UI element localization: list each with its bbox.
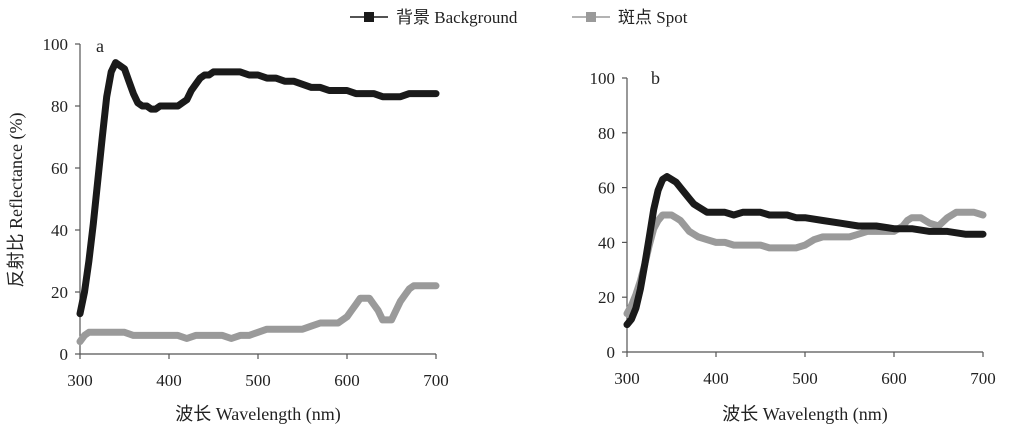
- panel-b-label: b: [651, 68, 660, 88]
- panel-a-series-spot-line: [76, 282, 440, 346]
- panel-a-y-tick-label-40: 40: [51, 221, 68, 240]
- panel-b-x-axis-title: 波长 Wavelength (nm): [722, 404, 888, 425]
- panel-b-series-spot-line: [623, 208, 987, 318]
- legend-background-label: 背景 Background: [396, 8, 518, 27]
- panel-a-y-tick-label-20: 20: [51, 283, 68, 302]
- legend-background-marker: [364, 12, 374, 22]
- panel-b-y-tick-label-80: 80: [598, 124, 615, 143]
- panel-b-x-tick-label-700: 700: [970, 369, 996, 388]
- panel-a-x-ticks: 300 400 500 600 700: [67, 354, 449, 390]
- panel-a-label: a: [96, 36, 104, 56]
- panel-b-x-ticks: 300 400 500 600 700: [614, 352, 996, 388]
- panel-b-series: [623, 173, 987, 329]
- panel-b-y-tick-label-60: 60: [598, 179, 615, 198]
- panel-a-x-axis-title: 波长 Wavelength (nm): [175, 404, 341, 425]
- panel-b-y-tick-label-40: 40: [598, 233, 615, 252]
- panel-b-x-tick-label-600: 600: [881, 369, 907, 388]
- panel-b-x-tick-label-400: 400: [703, 369, 729, 388]
- panel-a-series-background-line: [76, 59, 440, 318]
- panel-b-x-tick-label-300: 300: [614, 369, 640, 388]
- legend: 背景 Background 斑点 Spot: [350, 8, 688, 27]
- panel-a-x-tick-label-300: 300: [67, 371, 93, 390]
- panel-a-x-tick-label-700: 700: [423, 371, 449, 390]
- panel-a-y-tick-label-60: 60: [51, 159, 68, 178]
- panel-b-y-tick-label-100: 100: [590, 69, 616, 88]
- panel-b-series-background-line: [623, 173, 987, 329]
- panel-b-y-ticks: 0 20 40 60 80 100: [590, 69, 627, 362]
- panel-a-y-tick-label-0: 0: [60, 345, 69, 364]
- panel-a-x-tick-label-400: 400: [156, 371, 182, 390]
- panel-a-y-tick-label-100: 100: [43, 35, 69, 54]
- y-axis-title: 反射比 Reflectance (%): [6, 113, 27, 288]
- panel-a-x-tick-label-600: 600: [334, 371, 360, 390]
- legend-spot-label: 斑点 Spot: [618, 8, 688, 27]
- panel-a-y-tick-label-80: 80: [51, 97, 68, 116]
- panel-a-y-ticks: 0 20 40 60 80 100: [43, 35, 80, 364]
- panel-a-series: [76, 59, 440, 346]
- panel-b-y-tick-label-20: 20: [598, 288, 615, 307]
- panel-b-x-tick-label-500: 500: [792, 369, 818, 388]
- panel-a: a 波长 Wavelength (nm) 0 20 40 60 80 100 300 400…: [43, 35, 449, 425]
- panel-b: b 波长 Wavelength (nm) 0 20 40 60 80 100 300 400…: [590, 68, 996, 425]
- panel-a-x-tick-label-500: 500: [245, 371, 271, 390]
- panel-b-y-tick-label-0: 0: [607, 343, 616, 362]
- legend-spot-marker: [586, 12, 596, 22]
